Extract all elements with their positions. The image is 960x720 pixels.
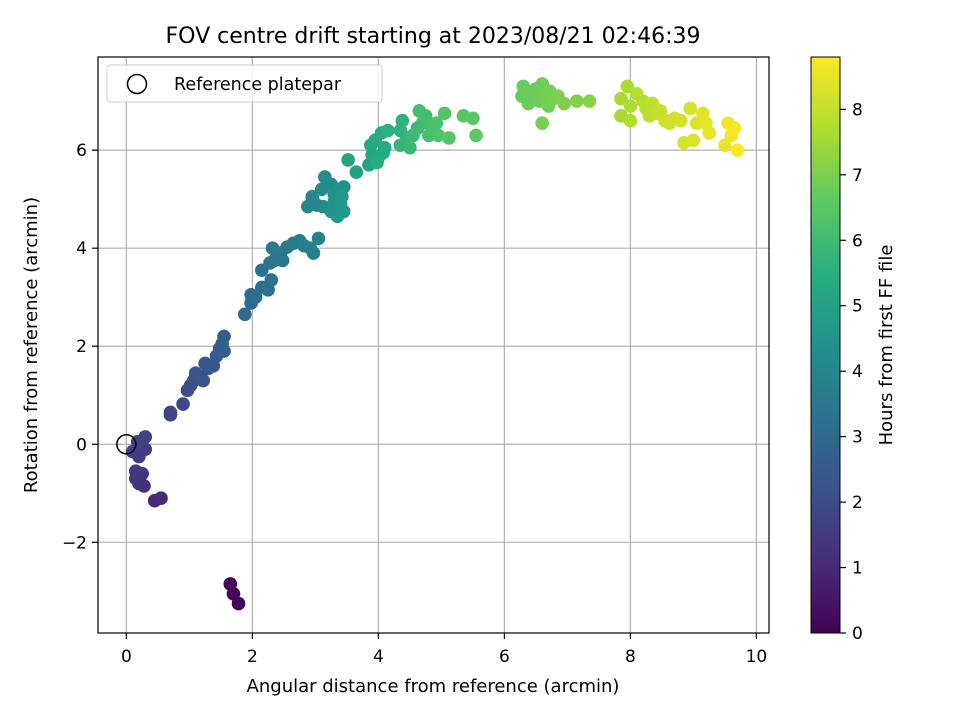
data-point	[341, 153, 355, 167]
data-point	[727, 121, 742, 135]
data-point	[231, 596, 246, 611]
data-point	[557, 96, 572, 111]
data-point	[718, 138, 732, 153]
data-point	[395, 113, 410, 128]
data-point	[403, 140, 417, 155]
data-point	[469, 128, 483, 143]
data-point	[370, 155, 384, 170]
colorbar-tick-label: 3	[852, 428, 863, 448]
data-point	[623, 99, 638, 113]
data-point	[154, 491, 168, 505]
grid-lines	[98, 57, 769, 633]
scatter-points	[125, 77, 745, 611]
legend-label-reference: Reference platepar	[174, 75, 342, 95]
data-point	[570, 94, 584, 108]
y-tick-label: 4	[76, 239, 87, 259]
data-point	[421, 128, 436, 143]
colorbar-tick-label: 5	[852, 297, 863, 317]
data-point	[418, 109, 433, 123]
y-axis-ticks: −2 0 2 4 6	[62, 141, 98, 553]
data-point	[535, 116, 549, 130]
colorbar-ticks: 0 1 2 3 4 5 6 7 8	[840, 100, 863, 644]
y-tick-label: 2	[76, 337, 87, 357]
data-point	[516, 79, 531, 94]
data-point	[702, 126, 716, 140]
x-tick-label: 6	[499, 647, 510, 667]
colorbar-gradient	[810, 56, 841, 634]
data-point	[176, 397, 190, 411]
colorbar-tick-label: 8	[852, 100, 863, 120]
colorbar: 0 1 2 3 4 5 6 7 8 Hours from first FF file	[810, 56, 897, 644]
data-point	[349, 165, 364, 179]
data-point	[431, 128, 446, 143]
data-point	[265, 241, 280, 255]
x-tick-label: 2	[247, 647, 258, 667]
colorbar-tick-label: 7	[852, 166, 863, 186]
data-point	[582, 94, 597, 108]
x-axis-ticks: 0 2 4 6 8 10	[121, 633, 767, 667]
data-point	[261, 283, 275, 297]
y-tick-label: −2	[62, 533, 87, 553]
data-point	[466, 111, 480, 126]
data-point	[673, 113, 688, 128]
data-point	[196, 373, 211, 388]
data-point	[335, 189, 349, 204]
plot-frame	[97, 56, 770, 634]
x-tick-label: 0	[121, 647, 132, 667]
data-point	[623, 113, 638, 128]
y-tick-label: 0	[76, 435, 87, 455]
data-point	[306, 246, 321, 260]
y-axis-label: Rotation from reference (arcmin)	[21, 197, 42, 493]
x-axis-label: Angular distance from reference (arcmin)	[247, 676, 620, 697]
colorbar-tick-label: 0	[852, 624, 863, 644]
colorbar-label: Hours from first FF file	[876, 245, 897, 446]
x-tick-label: 10	[746, 647, 768, 667]
x-tick-label: 8	[625, 647, 636, 667]
colorbar-tick-label: 2	[852, 493, 863, 513]
data-point	[442, 131, 456, 145]
legend: Reference platepar	[106, 64, 383, 103]
data-point	[614, 91, 628, 106]
data-point	[163, 405, 178, 420]
x-tick-label: 4	[373, 647, 384, 667]
legend-box	[106, 64, 383, 103]
data-point	[248, 290, 263, 305]
data-point	[730, 143, 745, 157]
data-point	[381, 123, 395, 138]
data-point	[686, 133, 701, 148]
data-point	[377, 140, 392, 155]
colorbar-tick-label: 6	[852, 231, 863, 251]
data-point	[129, 464, 143, 479]
data-point	[683, 101, 698, 116]
colorbar-tick-label: 4	[852, 362, 863, 382]
data-point	[437, 106, 452, 121]
data-point	[238, 307, 252, 322]
reference-marker	[116, 434, 137, 455]
data-point	[217, 329, 231, 344]
data-point	[429, 116, 444, 130]
legend-marker-reference	[126, 73, 148, 95]
colorbar-tick-label: 1	[852, 559, 863, 579]
chart-title: FOV centre drift starting at 2023/08/21 …	[166, 24, 701, 49]
y-tick-label: 6	[76, 141, 87, 161]
data-point	[689, 116, 704, 130]
data-point	[311, 231, 326, 246]
data-point	[620, 79, 635, 94]
